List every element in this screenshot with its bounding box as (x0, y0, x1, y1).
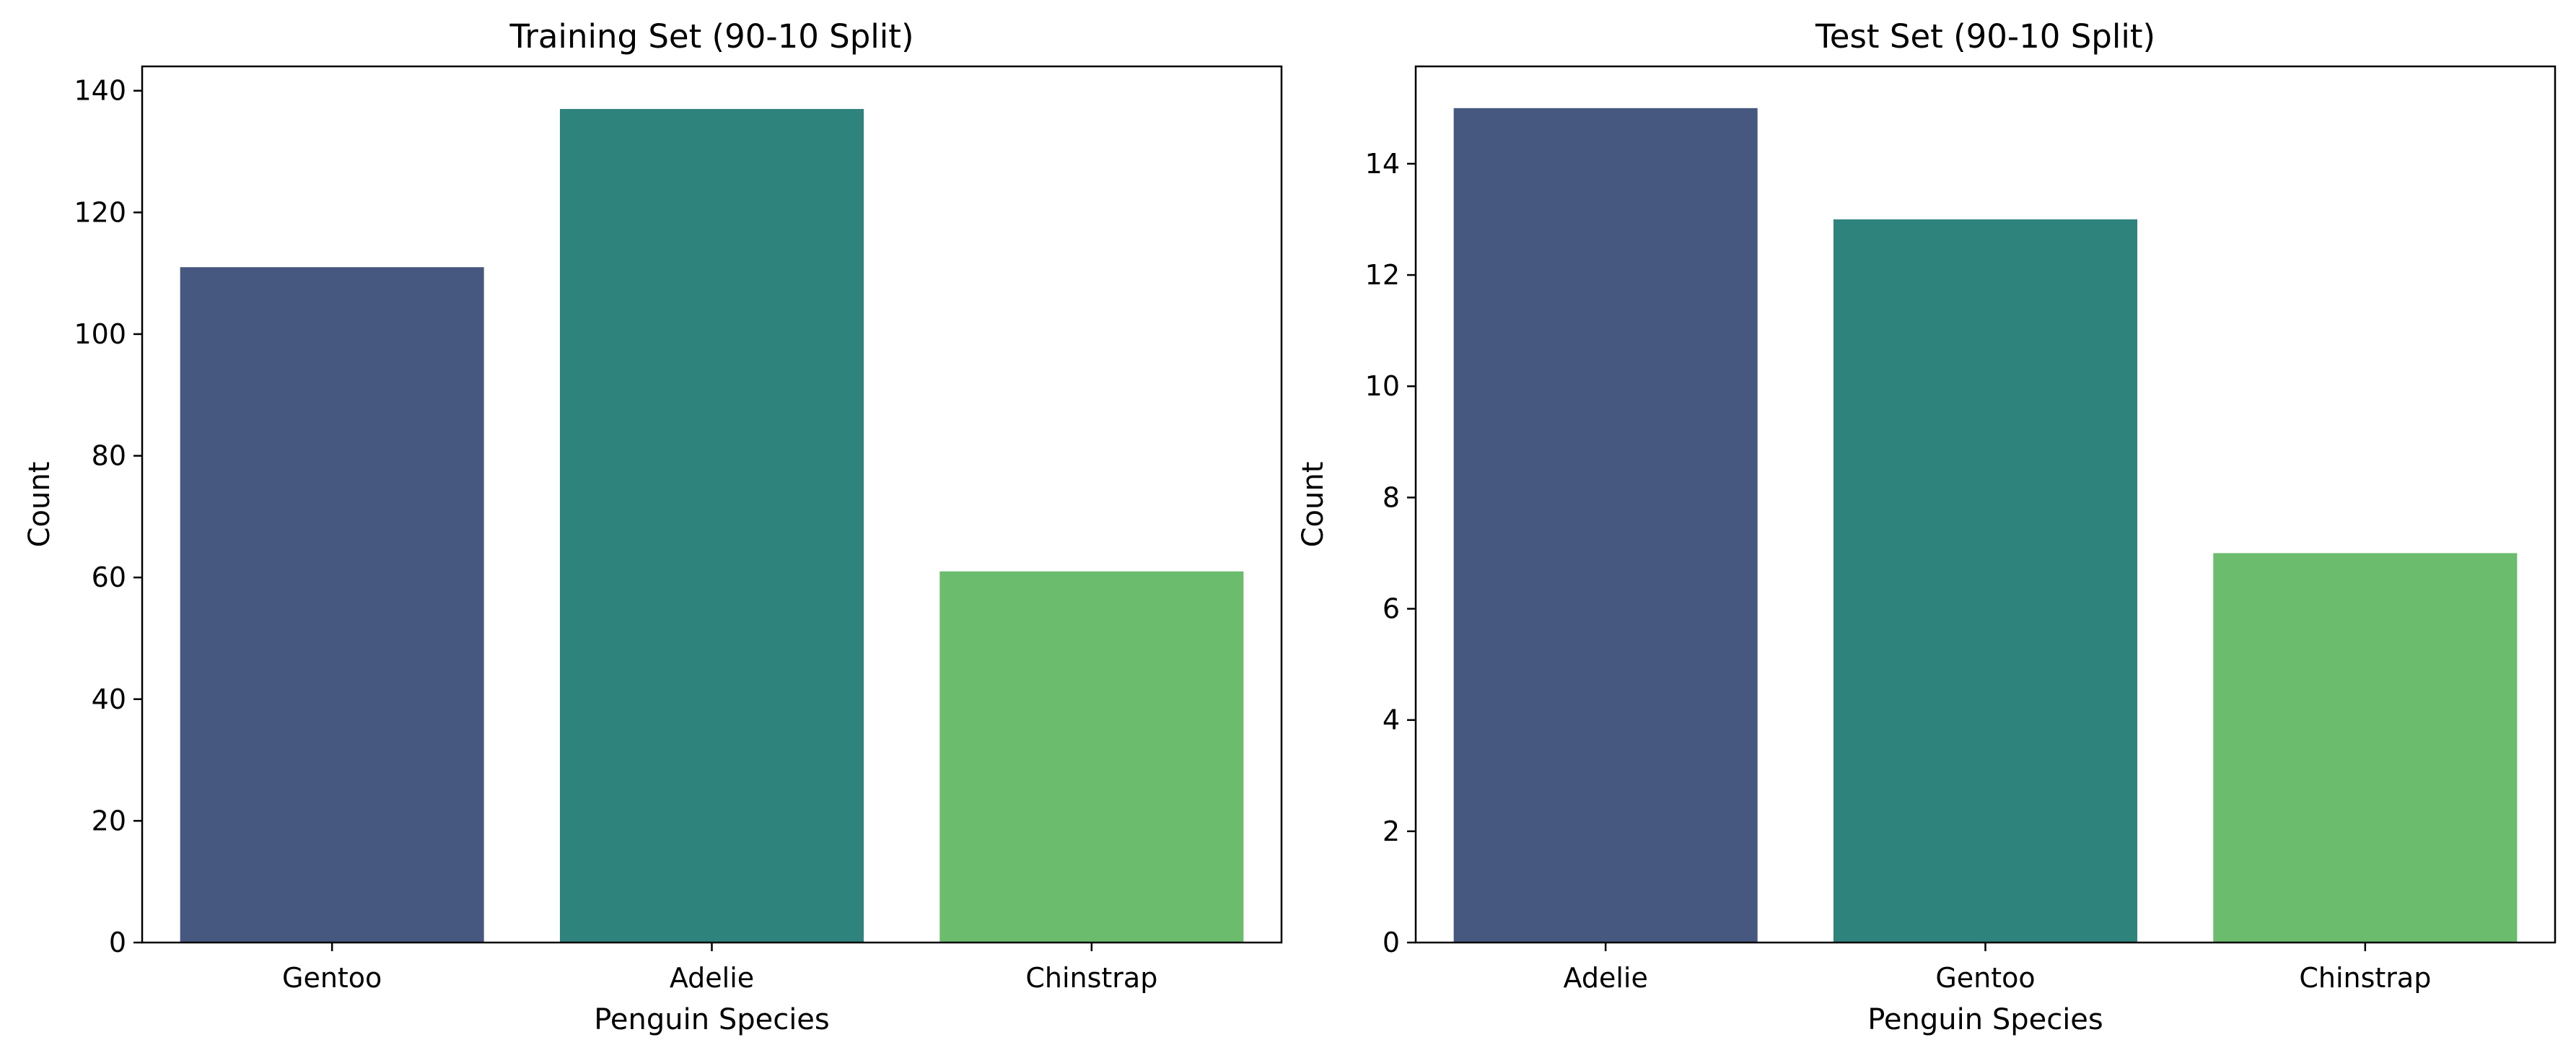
bar-adelie (1453, 108, 1758, 943)
x-axis-label: Penguin Species (1867, 1003, 2103, 1036)
y-tick-label: 4 (1383, 704, 1400, 736)
y-tick-label: 100 (74, 318, 126, 350)
y-tick-label: 40 (92, 683, 126, 715)
y-tick-label: 14 (1365, 148, 1400, 180)
chart-title: Test Set (90-10 Split) (1815, 17, 2155, 56)
x-axis-label: Penguin Species (594, 1003, 830, 1036)
y-tick-label: 20 (92, 805, 126, 836)
bar-gentoo (180, 267, 484, 943)
x-tick-label: Chinstrap (2299, 962, 2431, 994)
y-tick-label: 80 (92, 440, 126, 472)
y-tick-label: 0 (1383, 927, 1400, 958)
x-tick-label: Chinstrap (1025, 962, 1157, 994)
y-axis-label: Count (1297, 462, 1330, 548)
y-tick-label: 60 (92, 561, 126, 593)
y-tick-label: 6 (1383, 593, 1400, 625)
y-tick-label: 8 (1383, 481, 1400, 513)
x-tick-label: Adelie (670, 962, 754, 994)
y-tick-label: 10 (1365, 370, 1400, 402)
bar-gentoo (1833, 219, 2138, 943)
bar-adelie (559, 109, 864, 943)
x-tick-label: Gentoo (282, 962, 382, 994)
x-tick-label: Gentoo (1935, 962, 2035, 994)
y-tick-label: 2 (1383, 816, 1400, 847)
training-set-chart: Training Set (90-10 Split) Penguin Speci… (23, 17, 1283, 1036)
y-tick-label: 12 (1365, 259, 1400, 291)
y-tick-label: 120 (74, 196, 126, 228)
y-tick-label: 0 (109, 927, 126, 958)
x-tick-label: Adelie (1564, 962, 1648, 994)
bar-chinstrap (939, 571, 1244, 943)
test-set-chart: Test Set (90-10 Split) Penguin Species C… (1297, 17, 2557, 1036)
y-tick-label: 140 (74, 75, 126, 107)
chart-title: Training Set (90-10 Split) (509, 17, 914, 56)
y-axis-label: Count (23, 462, 56, 548)
bar-chinstrap (2213, 553, 2518, 943)
